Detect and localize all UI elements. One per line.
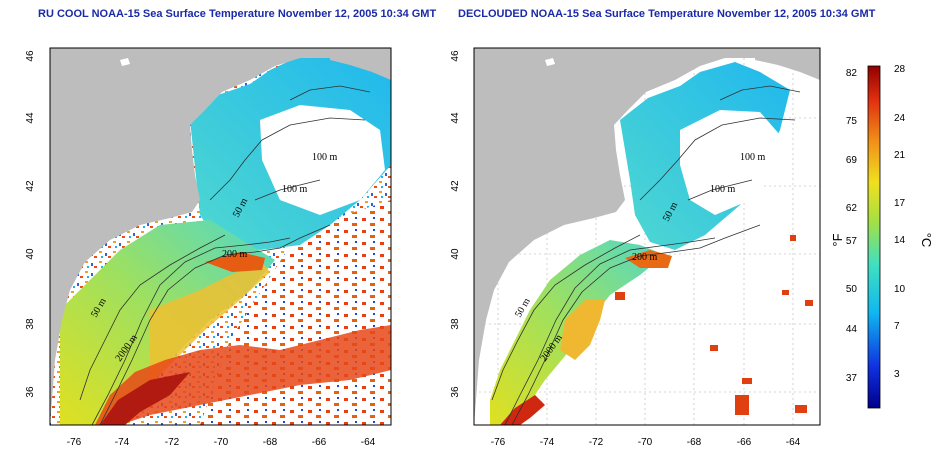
right-contour-2000m [504,237,716,425]
right-contour-50m [491,234,641,401]
colorbar-f-tick: 57 [846,236,858,247]
left-lat-axis: 46 44 42 40 38 36 [25,50,36,398]
lon-tick-label: -76 [491,437,506,448]
right-contour-label: 100 m [710,184,736,195]
right-contour-label: 100 m [740,152,766,163]
left-contour-100m-a [209,117,366,201]
right-contour-label: 200 m [632,252,658,263]
right-contour-200m [511,224,761,425]
right-warm-core [625,250,672,268]
left-contour-50m [79,234,226,401]
lat-tick-label: 42 [450,180,461,192]
left-land-mainland [50,48,330,425]
lat-tick-label: 36 [450,386,461,398]
colorbar-c-tick: 24 [894,113,906,124]
lon-tick-label: -68 [263,437,278,448]
left-contour-100m-b [254,179,321,201]
colorbar-unit-c: °C [919,233,934,248]
lon-tick-label: -70 [214,437,229,448]
left-map-frame [49,47,392,426]
left-contour-label: 100 m [312,152,338,163]
colorbar-c-tick: 14 [894,235,906,246]
lat-tick-label: 46 [450,50,461,62]
colorbar-f-tick: 69 [846,155,858,166]
colorbar-c-tick: 17 [894,198,906,209]
colorbar-f-tick: 62 [846,203,858,214]
colorbar-unit-f: °F [830,233,845,246]
lon-tick-label: -72 [165,437,180,448]
colorbar-gradient [867,65,881,409]
colorbar-c-tick: 21 [894,150,906,161]
left-land-nova-scotia [330,48,391,80]
lon-tick-label: -64 [361,437,376,448]
lon-tick-label: -76 [67,437,82,448]
colorbar-f-tick: 37 [846,373,858,384]
left-gulf-stream [95,325,391,425]
right-contour-100m-a [639,117,796,201]
left-gulf-stream-core [100,372,190,425]
right-contour-nova [719,85,801,101]
lat-tick-label: 38 [450,318,461,330]
colorbar-f-tick: 44 [846,324,858,335]
colorbar-c-tick: 3 [894,369,900,380]
right-slope-water [560,300,605,360]
right-map-title: DECLOUDED NOAA-15 Sea Surface Temperatur… [458,8,876,20]
lat-tick-label: 36 [25,386,36,398]
lat-tick-label: 42 [25,180,36,192]
colorbar-f-tick: 50 [846,284,858,295]
colorbar: 82 75 69 62 57 50 44 37 28 24 21 17 14 1… [830,64,934,409]
lat-tick-label: 40 [450,248,461,260]
lon-tick-label: -68 [687,437,702,448]
right-map: 100 m 100 m 50 m 200 m 50 m 2000 m 46 44… [450,47,821,448]
right-land-nova-scotia [755,48,820,80]
lon-tick-label: -74 [540,437,555,448]
right-gulf-cloud-mask [680,110,780,215]
lon-tick-label: -64 [786,437,801,448]
lat-tick-label: 40 [25,248,36,260]
colorbar-c-tick: 10 [894,284,906,295]
right-gulf-stream [500,395,545,425]
lon-tick-label: -70 [638,437,653,448]
right-lon-axis: -76 -74 -72 -70 -68 -66 -64 [491,437,801,448]
left-contour-2000m [91,237,291,425]
lon-tick-label: -74 [115,437,130,448]
colorbar-c-tick: 7 [894,321,900,332]
left-contour-200m [99,224,331,425]
lat-tick-label: 38 [25,318,36,330]
right-lake [545,58,555,66]
left-contour-label: 200 m [222,249,248,260]
left-contour-nova [289,85,371,101]
lat-tick-label: 44 [450,112,461,124]
colorbar-f-tick: 75 [846,116,858,127]
right-warm-patches [615,235,813,415]
colorbar-f-tick: 82 [846,68,858,79]
left-lake [120,58,130,66]
right-land-mainland [474,48,755,425]
right-contour-100m-b [687,179,753,201]
left-lon-axis: -76 -74 -72 -70 -68 -66 -64 [67,437,376,448]
colorbar-c-tick: 28 [894,64,906,75]
lon-tick-label: -72 [589,437,604,448]
lon-tick-label: -66 [312,437,327,448]
left-map-title: RU COOL NOAA-15 Sea Surface Temperature … [38,8,437,20]
left-contour-label: 100 m [282,184,308,195]
left-warm-core [205,252,265,272]
left-slope-water [150,262,270,385]
lon-tick-label: -66 [737,437,752,448]
right-lat-axis: 46 44 42 40 38 36 [450,50,461,398]
left-map: 100 m 100 m 50 m 200 m 50 m 2000 m 46 44… [25,47,392,448]
lat-tick-label: 44 [25,112,36,124]
right-map-frame [473,47,821,426]
lat-tick-label: 46 [25,50,36,62]
